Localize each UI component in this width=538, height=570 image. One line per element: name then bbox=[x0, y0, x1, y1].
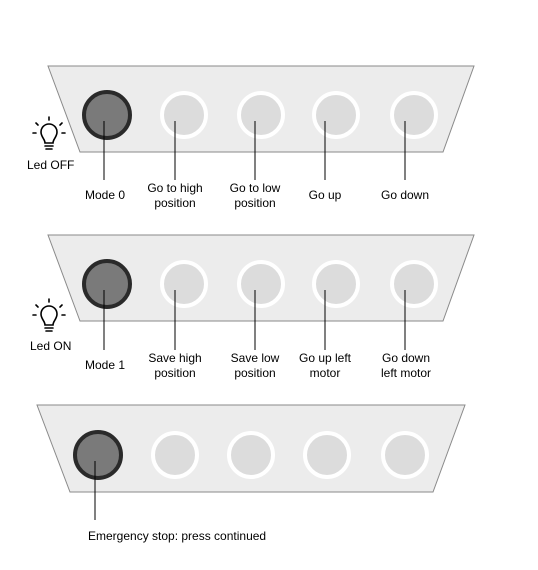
panel-3-button-3[interactable] bbox=[227, 431, 275, 479]
go-down-left-motor-label: Go down left motor bbox=[380, 351, 431, 380]
go-up-left-motor-button[interactable] bbox=[312, 260, 360, 308]
panel-3-button-4[interactable] bbox=[303, 431, 351, 479]
go-up-label: Go up bbox=[308, 188, 342, 202]
go-down-label: Go down bbox=[380, 188, 430, 202]
panel-3-button-5[interactable] bbox=[381, 431, 429, 479]
panel-3-button-2[interactable] bbox=[151, 431, 199, 479]
go-to-low-position-label: Go to low position bbox=[229, 181, 281, 210]
emergency-stop-button[interactable] bbox=[73, 430, 123, 480]
led-on-label: Led ON bbox=[30, 339, 72, 353]
leader-lines-2 bbox=[103, 290, 406, 350]
go-to-low-position-button[interactable] bbox=[237, 91, 285, 139]
lightbulb-icon bbox=[32, 116, 66, 150]
save-low-position-button[interactable] bbox=[237, 260, 285, 308]
go-up-left-motor-label: Go up left motor bbox=[298, 351, 352, 380]
save-low-position-label: Save low position bbox=[230, 351, 280, 380]
go-down-left-motor-button[interactable] bbox=[390, 260, 438, 308]
go-up-button[interactable] bbox=[312, 91, 360, 139]
leader-lines-1 bbox=[103, 121, 406, 180]
lightbulb-icon bbox=[32, 298, 66, 332]
mode-button-2[interactable] bbox=[82, 259, 132, 309]
led-off-label: Led OFF bbox=[27, 158, 75, 172]
go-to-high-position-label: Go to high position bbox=[147, 181, 203, 210]
go-down-button[interactable] bbox=[390, 91, 438, 139]
mode-0-label: Mode 0 bbox=[84, 188, 126, 202]
save-high-position-button[interactable] bbox=[160, 260, 208, 308]
save-high-position-label: Save high position bbox=[148, 351, 202, 380]
mode-1-label: Mode 1 bbox=[84, 358, 126, 372]
mode-button-1[interactable] bbox=[82, 90, 132, 140]
go-to-high-position-button[interactable] bbox=[160, 91, 208, 139]
emergency-stop-label: Emergency stop: press continued bbox=[88, 529, 267, 543]
